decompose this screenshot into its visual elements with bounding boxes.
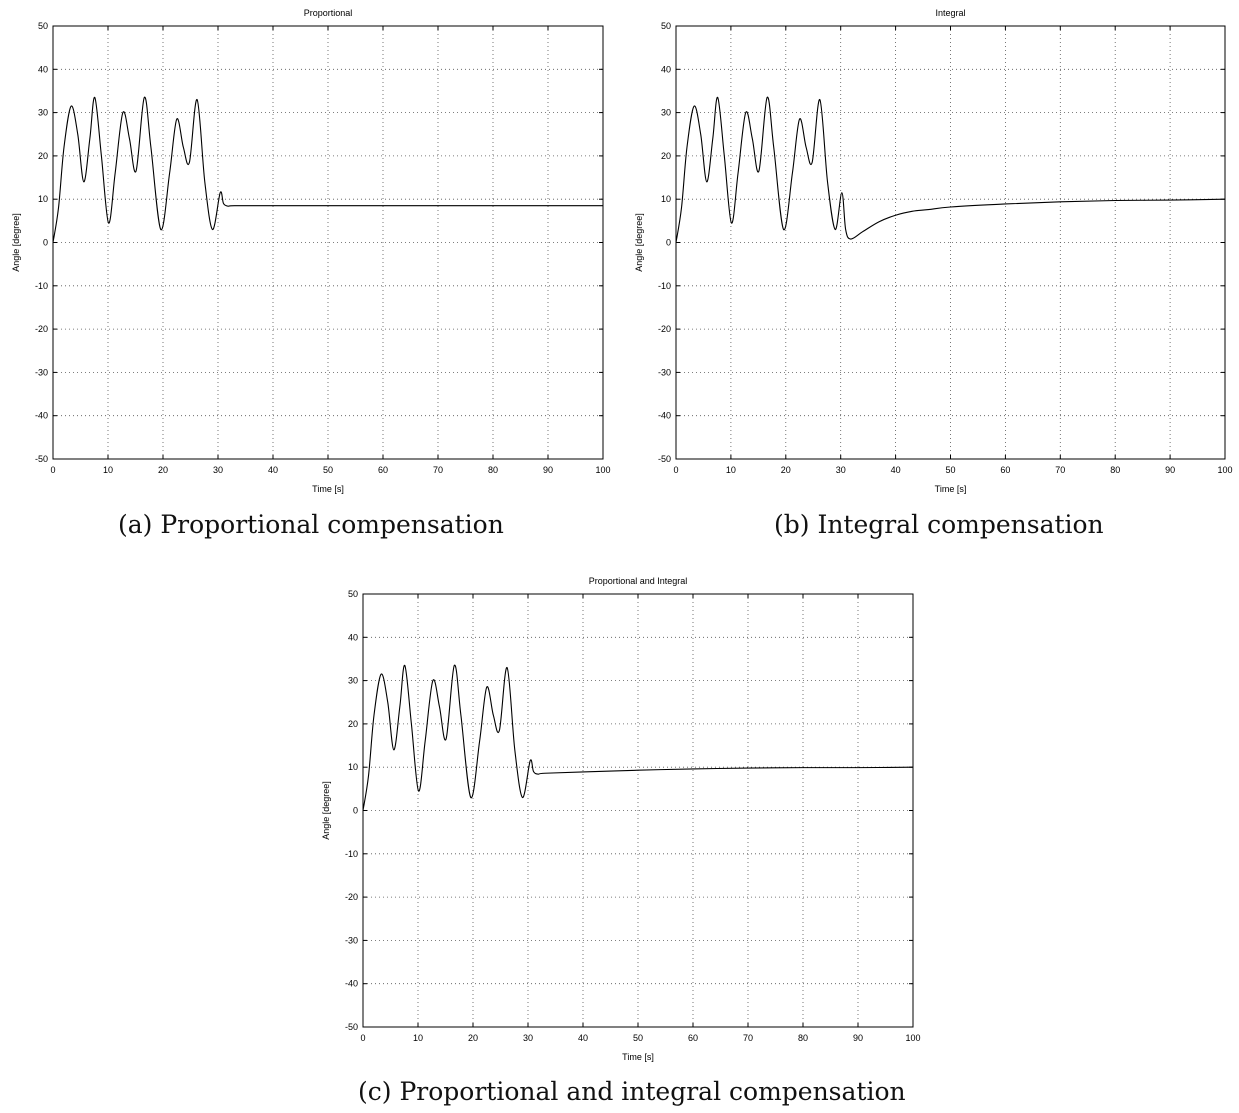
caption-integral: (b) Integral compensation	[774, 510, 1104, 539]
chart-panel-proportional-integral: Proportional and Integral 0 10 20 30 40 50 60 70…	[310, 568, 930, 1068]
y-tick-label: 50	[38, 21, 48, 31]
y-tick-label: -10	[345, 849, 358, 859]
chart-title: Proportional and Integral	[589, 576, 688, 586]
x-tick-label: 100	[1217, 465, 1232, 475]
y-tick-label: 10	[661, 194, 671, 204]
x-tick-label: 0	[50, 465, 55, 475]
y-tick-label: 30	[348, 676, 358, 686]
x-tick-label: 10	[726, 465, 736, 475]
x-tick-label: 90	[853, 1033, 863, 1043]
x-tick-label: 20	[468, 1033, 478, 1043]
caption-proportional-integral: (c) Proportional and integral compensati…	[358, 1077, 906, 1106]
x-tick-label: 40	[578, 1033, 588, 1043]
x-tick-label: 40	[268, 465, 278, 475]
x-tick-label: 40	[891, 465, 901, 475]
x-tick-label: 30	[213, 465, 223, 475]
x-tick-label: 70	[743, 1033, 753, 1043]
x-tick-label: 30	[523, 1033, 533, 1043]
y-tick-label: -30	[35, 367, 48, 377]
x-tick-label: 10	[413, 1033, 423, 1043]
y-tick-label: 20	[661, 151, 671, 161]
x-tick-label: 50	[323, 465, 333, 475]
y-tick-label: -50	[35, 454, 48, 464]
x-tick-label: 60	[1000, 465, 1010, 475]
series-line	[675, 96, 1226, 243]
y-tick-label: 20	[348, 719, 358, 729]
y-tick-label: 10	[38, 194, 48, 204]
y-axis-label: Angle [degree]	[11, 213, 21, 272]
y-tick-label: 40	[348, 632, 358, 642]
y-tick-label: 40	[38, 64, 48, 74]
y-tick-label: -10	[658, 281, 671, 291]
y-tick-label: -50	[345, 1022, 358, 1032]
y-tick-label: -20	[35, 324, 48, 334]
y-tick-label: -20	[658, 324, 671, 334]
y-tick-label: -20	[345, 892, 358, 902]
x-tick-label: 70	[1055, 465, 1065, 475]
caption-proportional: (a) Proportional compensation	[118, 510, 504, 539]
series-line	[362, 664, 914, 811]
y-tick-label: 50	[661, 21, 671, 31]
series-line	[52, 96, 603, 243]
y-tick-label: -30	[658, 367, 671, 377]
y-tick-label: -40	[35, 411, 48, 421]
x-tick-label: 30	[836, 465, 846, 475]
x-tick-label: 20	[158, 465, 168, 475]
x-tick-label: 60	[688, 1033, 698, 1043]
y-axis-label: Angle [degree]	[634, 213, 644, 272]
y-tick-label: 0	[353, 806, 358, 816]
chart-title: Proportional	[304, 8, 353, 18]
y-tick-label: -10	[35, 281, 48, 291]
chart-panel-integral: Integral 0 10 20 30 40 50 60 70 80 90 100 -50 -40 -30-…	[620, 0, 1239, 500]
x-tick-label: 100	[905, 1033, 920, 1043]
y-tick-label: 30	[661, 108, 671, 118]
x-tick-label: 50	[633, 1033, 643, 1043]
x-axis-label: Time [s]	[622, 1052, 654, 1062]
x-tick-label: 80	[488, 465, 498, 475]
x-tick-label: 80	[1110, 465, 1120, 475]
x-tick-label: 100	[595, 465, 610, 475]
y-tick-label: 10	[348, 762, 358, 772]
x-tick-label: 0	[360, 1033, 365, 1043]
y-tick-label: -40	[345, 979, 358, 989]
y-tick-label: 50	[348, 589, 358, 599]
y-tick-label: 0	[43, 238, 48, 248]
y-tick-label: -50	[658, 454, 671, 464]
y-tick-label: 40	[661, 64, 671, 74]
y-tick-label: -40	[658, 411, 671, 421]
y-tick-label: 30	[38, 108, 48, 118]
x-tick-label: 90	[1165, 465, 1175, 475]
x-tick-label: 50	[945, 465, 955, 475]
chart-panel-proportional: Proportional 0 10 20 30 40 50 60 70 80 90 100 -50 -40…	[0, 0, 620, 500]
x-tick-label: 0	[673, 465, 678, 475]
x-tick-label: 10	[103, 465, 113, 475]
x-tick-label: 70	[433, 465, 443, 475]
x-tick-label: 90	[543, 465, 553, 475]
y-tick-label: 0	[666, 238, 671, 248]
y-axis-label: Angle [degree]	[321, 781, 331, 840]
x-tick-label: 20	[781, 465, 791, 475]
y-tick-label: -30	[345, 935, 358, 945]
x-tick-label: 80	[798, 1033, 808, 1043]
x-axis-label: Time [s]	[935, 484, 967, 494]
chart-proportional-integral: Proportional and Integral 0 10 20 30 40 50 60 70…	[321, 576, 921, 1062]
x-axis-label: Time [s]	[312, 484, 344, 494]
chart-title: Integral	[935, 8, 965, 18]
y-tick-label: 20	[38, 151, 48, 161]
x-tick-label: 60	[378, 465, 388, 475]
